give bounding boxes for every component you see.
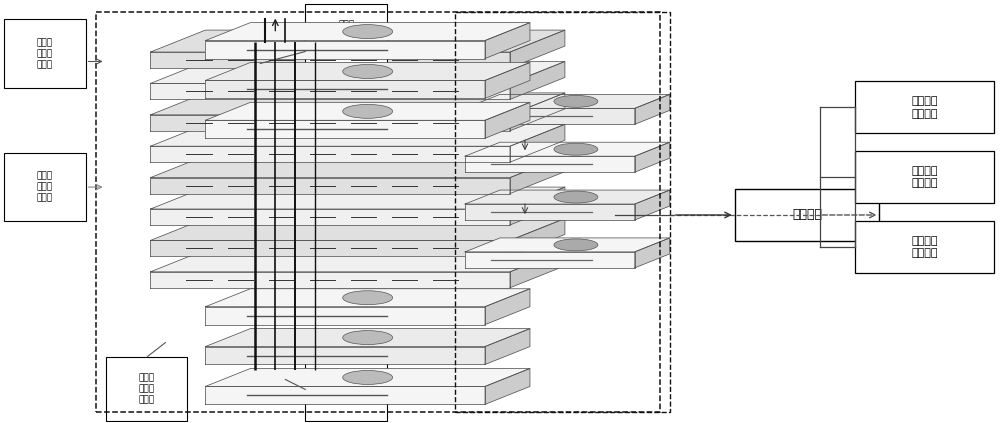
Polygon shape <box>510 156 565 194</box>
FancyBboxPatch shape <box>855 82 994 133</box>
Polygon shape <box>150 146 510 162</box>
Ellipse shape <box>554 143 598 155</box>
Text: 多功能给
液单元二: 多功能给 液单元二 <box>911 166 938 188</box>
Polygon shape <box>205 329 530 346</box>
Ellipse shape <box>343 291 393 305</box>
Polygon shape <box>465 108 635 124</box>
Polygon shape <box>510 250 565 288</box>
Ellipse shape <box>343 331 393 345</box>
Polygon shape <box>205 346 485 365</box>
Polygon shape <box>465 252 635 268</box>
Polygon shape <box>465 94 670 108</box>
FancyBboxPatch shape <box>106 357 187 421</box>
Text: 多功能
液体收
集单元: 多功能 液体收 集单元 <box>37 171 53 203</box>
Polygon shape <box>465 190 670 204</box>
Polygon shape <box>205 41 485 58</box>
Polygon shape <box>150 187 565 209</box>
Polygon shape <box>150 124 565 146</box>
Text: 多功能
液体收
集单元: 多功能 液体收 集单元 <box>138 374 155 404</box>
Polygon shape <box>150 115 510 131</box>
Polygon shape <box>150 83 510 99</box>
Ellipse shape <box>343 64 393 78</box>
Polygon shape <box>635 94 670 124</box>
Polygon shape <box>485 368 530 404</box>
Polygon shape <box>150 218 565 240</box>
Polygon shape <box>150 272 510 288</box>
Polygon shape <box>150 209 510 225</box>
Polygon shape <box>205 368 530 387</box>
Ellipse shape <box>343 25 393 38</box>
Polygon shape <box>465 204 635 220</box>
Polygon shape <box>205 120 485 138</box>
Ellipse shape <box>554 191 598 203</box>
Polygon shape <box>150 178 510 194</box>
Polygon shape <box>510 187 565 225</box>
FancyBboxPatch shape <box>855 151 994 203</box>
Polygon shape <box>205 80 485 99</box>
Polygon shape <box>510 30 565 68</box>
FancyBboxPatch shape <box>4 153 86 221</box>
Text: 多功能
液体收
集单元: 多功能 液体收 集单元 <box>37 38 53 69</box>
Polygon shape <box>465 142 670 156</box>
Polygon shape <box>510 218 565 256</box>
FancyBboxPatch shape <box>305 4 387 69</box>
Polygon shape <box>635 238 670 268</box>
Polygon shape <box>510 93 565 131</box>
Polygon shape <box>485 329 530 365</box>
Ellipse shape <box>343 104 393 118</box>
Polygon shape <box>465 156 635 172</box>
Ellipse shape <box>343 371 393 385</box>
Text: 多功能给
液单元一: 多功能给 液单元一 <box>911 96 938 118</box>
FancyBboxPatch shape <box>4 19 86 88</box>
Polygon shape <box>205 387 485 404</box>
Text: 多功能给
液单元三: 多功能给 液单元三 <box>911 236 938 258</box>
Text: 驱动设备: 驱动设备 <box>792 209 822 222</box>
Polygon shape <box>150 30 565 52</box>
Bar <box>455 12 670 412</box>
Polygon shape <box>150 156 565 178</box>
Polygon shape <box>465 238 670 252</box>
Ellipse shape <box>554 239 598 251</box>
Polygon shape <box>510 124 565 162</box>
Text: 多功能
液体收
集单元: 多功能 液体收 集单元 <box>338 20 354 52</box>
Polygon shape <box>150 93 565 115</box>
Polygon shape <box>485 22 530 58</box>
Polygon shape <box>150 240 510 256</box>
Polygon shape <box>205 22 530 41</box>
FancyBboxPatch shape <box>305 357 387 421</box>
Polygon shape <box>205 63 530 80</box>
Polygon shape <box>205 289 530 307</box>
Polygon shape <box>635 190 670 220</box>
Ellipse shape <box>554 95 598 107</box>
Polygon shape <box>510 61 565 99</box>
FancyBboxPatch shape <box>855 221 994 273</box>
Polygon shape <box>485 63 530 99</box>
Polygon shape <box>205 102 530 120</box>
Text: 多功能
液体收
集单元: 多功能 液体收 集单元 <box>338 374 354 404</box>
Polygon shape <box>635 142 670 172</box>
Polygon shape <box>150 250 565 272</box>
Polygon shape <box>150 52 510 68</box>
Bar <box>96 12 660 412</box>
Polygon shape <box>485 289 530 324</box>
Polygon shape <box>205 307 485 324</box>
Polygon shape <box>150 61 565 83</box>
Polygon shape <box>485 102 530 138</box>
FancyBboxPatch shape <box>735 189 879 241</box>
